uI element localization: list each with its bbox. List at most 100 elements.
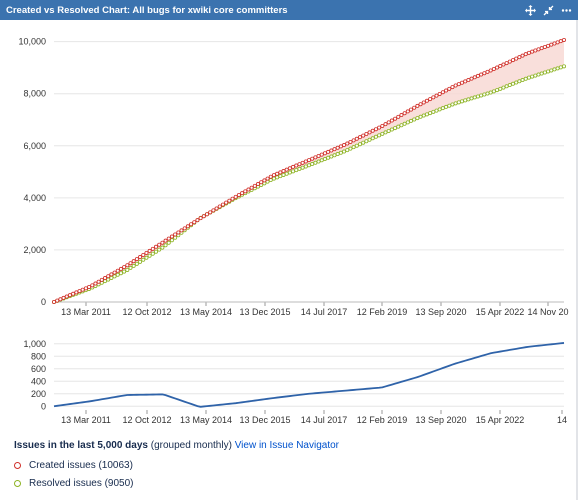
created-point <box>405 109 410 114</box>
resolved-point <box>160 245 165 250</box>
created-point <box>498 64 503 69</box>
created-point <box>332 147 337 152</box>
resolved-point <box>335 152 340 157</box>
created-marker-icon <box>14 462 21 469</box>
resolved-point <box>402 121 407 126</box>
created-point <box>224 200 229 205</box>
created-point <box>77 289 82 294</box>
created-point <box>558 39 563 44</box>
created-point <box>150 246 155 251</box>
y-tick-label: 2,000 <box>23 245 46 255</box>
resolved-point <box>351 145 356 150</box>
created-point <box>185 224 190 229</box>
created-point <box>472 75 477 80</box>
created-point <box>147 248 152 253</box>
resolved-point <box>485 91 490 96</box>
collapse-icon[interactable] <box>542 4 554 16</box>
resolved-point <box>459 99 464 104</box>
more-icon[interactable] <box>560 4 572 16</box>
resolved-point <box>271 176 276 181</box>
created-point <box>364 131 369 136</box>
y-tick-label: 4,000 <box>23 193 46 203</box>
move-icon[interactable] <box>524 4 536 16</box>
created-point <box>55 298 60 303</box>
created-point <box>393 116 398 121</box>
resolved-point <box>370 136 375 141</box>
resolved-point <box>386 128 391 133</box>
resolved-point <box>498 86 503 91</box>
created-point <box>106 274 111 279</box>
x-tick-label: 14 Nov 20 <box>527 307 568 317</box>
created-point <box>90 283 95 288</box>
created-point <box>326 149 331 154</box>
issue-navigator-link[interactable]: View in Issue Navigator <box>234 440 339 451</box>
created-point <box>141 253 146 258</box>
resolved-point <box>338 150 343 155</box>
created-point <box>166 236 171 241</box>
resolved-point <box>520 78 525 83</box>
created-point <box>412 105 417 110</box>
created-point <box>58 297 63 302</box>
created-point <box>354 136 359 141</box>
diff-y-tick-label: 0 <box>41 401 46 411</box>
resolved-point <box>536 72 541 77</box>
created-point <box>453 83 458 88</box>
created-point <box>64 294 69 299</box>
resolved-point <box>510 81 515 86</box>
created-point <box>214 206 219 211</box>
resolved-point <box>380 131 385 136</box>
created-point <box>479 72 484 77</box>
resolved-point <box>415 116 420 121</box>
resolved-point <box>530 74 535 79</box>
resolved-point <box>361 140 366 145</box>
resolved-point <box>306 163 311 168</box>
created-point <box>383 122 388 127</box>
created-point <box>157 242 162 247</box>
created-point <box>475 73 480 78</box>
resolved-point <box>424 112 429 117</box>
resolved-point <box>278 174 283 179</box>
x-tick-label: 15 Apr 2022 <box>476 307 525 317</box>
resolved-point <box>144 255 149 260</box>
created-point <box>192 220 197 225</box>
created-point <box>297 162 302 167</box>
created-point <box>316 153 321 158</box>
resolved-point <box>507 83 512 88</box>
created-point <box>345 141 350 146</box>
grouped-label: (grouped monthly) <box>150 440 232 451</box>
resolved-point <box>428 111 433 116</box>
resolved-point <box>431 109 436 114</box>
resolved-point <box>393 126 398 131</box>
resolved-point <box>396 124 401 129</box>
resolved-point <box>115 272 120 277</box>
created-point <box>195 218 200 223</box>
created-point <box>380 123 385 128</box>
resolved-point <box>447 103 452 108</box>
created-point <box>112 270 117 275</box>
created-point <box>399 113 404 118</box>
resolved-point <box>291 169 296 174</box>
created-markers <box>52 37 567 304</box>
resolved-point <box>408 118 413 123</box>
created-point <box>408 107 413 112</box>
created-point <box>61 295 66 300</box>
resolved-point <box>444 104 449 109</box>
legend-resolved[interactable]: Resolved issues (9050) <box>14 478 134 489</box>
resolved-point <box>533 73 538 78</box>
created-point <box>201 214 206 219</box>
resolved-point <box>450 102 455 107</box>
resolved-point <box>300 165 305 170</box>
legend-created[interactable]: Created issues (10063) <box>14 460 133 471</box>
created-point <box>204 212 209 217</box>
diff-x-tick-label: 12 Feb 2019 <box>357 415 408 425</box>
resolved-point <box>539 71 544 76</box>
resolved-point <box>281 172 286 177</box>
resolved-point <box>491 89 496 94</box>
x-tick-label: 12 Oct 2012 <box>122 307 171 317</box>
created-point <box>510 58 515 63</box>
diff-x-tick-label: 13 May 2014 <box>180 415 232 425</box>
resolved-point <box>526 75 531 80</box>
created-point <box>542 44 547 49</box>
created-point <box>421 100 426 105</box>
